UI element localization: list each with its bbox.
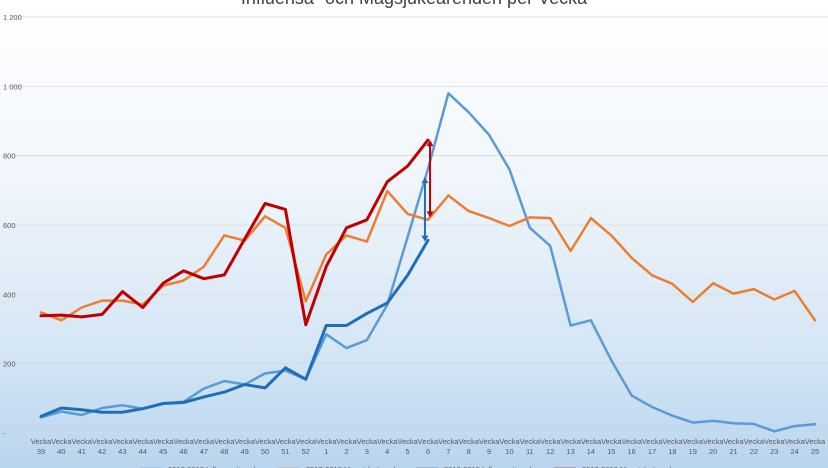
x-tick-label: Vecka 42 [92, 437, 113, 456]
x-tick-label: Vecka 15 [601, 437, 622, 456]
x-tick-label: Vecka 14 [581, 437, 602, 456]
x-tick-label: Vecka 45 [153, 437, 174, 456]
x-tick-label: Vecka 51 [275, 437, 296, 456]
x-tick-label: Vecka 50 [255, 437, 276, 456]
x-tick-label: Vecka 16 [621, 437, 642, 456]
x-tick-label: Vecka 10 [499, 437, 520, 456]
y-tick-label: 1 200 [3, 13, 22, 22]
chart-title: Influensa- och Magsjukeärenden per Vecka [0, 0, 828, 9]
x-tick-label: Vecka 23 [764, 437, 785, 456]
arrowhead-down [421, 235, 429, 242]
x-tick-label: Vecka 13 [560, 437, 581, 456]
x-tick-label: Vecka 52 [296, 437, 317, 456]
gridlines [10, 16, 828, 434]
x-tick-label: Vecka 1 [316, 437, 337, 456]
x-tick-label: Vecka 7 [438, 437, 459, 456]
annotation-arrows [421, 140, 434, 242]
x-tick-label: Vecka 17 [642, 437, 663, 456]
y-tick-label: 400 [3, 290, 16, 299]
arrowhead-down [426, 211, 434, 218]
x-tick-label: Vecka 44 [133, 437, 154, 456]
series-line-2 [39, 189, 817, 322]
x-tick-label: Vecka 12 [540, 437, 561, 456]
x-tick-label: Vecka 8 [459, 437, 480, 456]
x-tick-label: Vecka 47 [194, 437, 215, 456]
x-tick-label: Vecka 21 [723, 437, 744, 456]
x-tick-label: Vecka 6 [418, 437, 439, 456]
x-tick-label: Vecka 5 [397, 437, 418, 456]
legend-entry: 2018-2019 Magsjukeärenden [582, 465, 680, 468]
x-tick-label: Vecka 11 [520, 437, 541, 456]
series-lines [39, 92, 817, 433]
x-tick-label: Vecka 46 [173, 437, 194, 456]
legend: 2017-2018 Influensaärenden 2017-2018 Mags… [140, 465, 680, 468]
x-tick-label: Vecka 40 [51, 437, 72, 456]
x-tick-label: Vecka 41 [72, 437, 93, 456]
series-line-4 [39, 138, 430, 327]
y-tick-label: 1 000 [3, 82, 22, 91]
x-tick-label: Vecka 39 [31, 437, 52, 456]
x-tick-label: Vecka 3 [357, 437, 378, 456]
y-tick-label: 800 [3, 152, 16, 161]
x-tick-label: Vecka 22 [744, 437, 765, 456]
legend-entry: 2018-2019 Influensaärenden [444, 465, 540, 468]
arrowhead-up [421, 177, 429, 184]
y-tick-label: 200 [3, 360, 16, 369]
legend-entry: 2017-2018 Magsjukeärenden [306, 465, 404, 468]
y-tick-label: - [3, 429, 6, 438]
arrowhead-up [426, 140, 434, 147]
y-tick-label: 600 [3, 221, 16, 230]
x-tick-label: Vecka 19 [683, 437, 704, 456]
x-tick-label: Vecka 48 [214, 437, 235, 456]
x-tick-label: Vecka 25 [805, 437, 826, 456]
x-tick-label: Vecka 4 [377, 437, 398, 456]
x-tick-label: Vecka 20 [703, 437, 724, 456]
legend-entry: 2017-2018 Influensaärenden [168, 465, 264, 468]
x-tick-label: Vecka 2 [336, 437, 357, 456]
x-tick-label: Vecka 18 [662, 437, 683, 456]
x-tick-label: Vecka 49 [234, 437, 255, 456]
x-tick-label: Vecka 43 [112, 437, 133, 456]
x-tick-label: Vecka 9 [479, 437, 500, 456]
y-axis-ticks: - 200 400 600 800 1 000 1 200 [3, 13, 22, 438]
series-line-3 [39, 238, 430, 418]
x-tick-label: Vecka 24 [784, 437, 805, 456]
